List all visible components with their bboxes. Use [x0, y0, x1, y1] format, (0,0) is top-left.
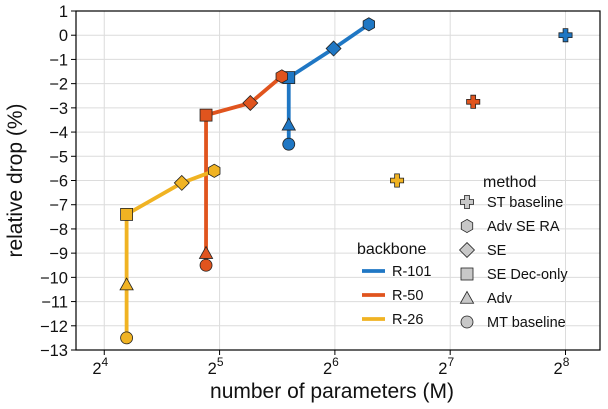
method-legend-title: method: [483, 174, 536, 191]
x-tick-exponent: 5: [217, 355, 224, 369]
backbone-legend: backbone R-101 R-50 R-26: [357, 241, 432, 328]
legend-marker-triangle: [459, 290, 475, 304]
x-tick-label: 28: [554, 355, 570, 378]
x-tick-base: 2: [438, 360, 447, 378]
legend-label: MT baseline: [487, 315, 566, 331]
y-axis-label: relative drop (%): [4, 103, 27, 257]
legend-label: SE: [487, 243, 507, 259]
legend-marker-diamond: [458, 241, 476, 259]
data-point-diamond: [173, 174, 190, 191]
y-tick-label: −2: [49, 76, 68, 94]
legend-label: Adv SE RA: [487, 219, 560, 235]
y-tick-label: −11: [41, 294, 68, 312]
x-tick-label: 24: [92, 355, 108, 378]
y-tick-label: −3: [49, 100, 68, 118]
x-tick-exponent: 7: [447, 355, 454, 369]
data-point-diamond: [242, 95, 259, 112]
data-point-plus: [558, 28, 573, 43]
y-tick-label: −7: [49, 197, 68, 215]
legend-marker-square: [460, 267, 474, 281]
series-r-26: [119, 163, 405, 345]
y-tick-label: −10: [40, 269, 68, 287]
data-point-hexagon: [362, 17, 375, 32]
series-r-50: [198, 69, 481, 272]
series-line: [124, 169, 215, 338]
x-tick-label: 26: [323, 355, 339, 378]
legend-marker-plus: [459, 194, 475, 210]
data-point-hexagon: [275, 69, 288, 84]
y-tick-label: 0: [59, 27, 68, 45]
y-tick-label: −1: [49, 51, 68, 69]
series-line: [286, 22, 370, 145]
x-axis-label: number of parameters (M): [210, 380, 454, 403]
legend-label: R-50: [392, 288, 423, 304]
method-legend: method ST baseline Adv SE RA SE SE Dec-only…: [458, 174, 568, 331]
y-tick-label: −13: [40, 342, 68, 360]
x-tick-exponent: 8: [563, 355, 570, 369]
data-point-square: [120, 207, 134, 221]
data-point-hexagon: [208, 163, 221, 178]
x-tick-exponent: 4: [102, 355, 109, 369]
x-tick-base: 2: [92, 360, 101, 378]
x-tick-label: 25: [208, 355, 224, 378]
data-point-circle: [282, 137, 296, 151]
y-tick-label: −9: [49, 245, 68, 263]
y-tick-label: −5: [49, 148, 68, 166]
legend-label: R-101: [392, 264, 432, 280]
legend-label: Adv: [487, 291, 513, 307]
data-point-circle: [199, 258, 213, 272]
data-point-triangle: [281, 117, 297, 131]
legend-label: R-26: [392, 312, 423, 328]
x-tick-base: 2: [554, 360, 563, 378]
series-r-101: [281, 17, 573, 151]
y-tick-label: 1: [59, 3, 68, 21]
legend-marker-hexagon: [460, 218, 474, 234]
data-point-triangle: [198, 245, 214, 259]
data-series: [119, 17, 573, 345]
data-point-diamond: [325, 40, 342, 57]
data-point-circle: [120, 331, 134, 345]
x-tick-base: 2: [323, 360, 332, 378]
legend-label: SE Dec-only: [487, 267, 568, 283]
grid-lines: [76, 10, 600, 351]
data-point-square: [199, 108, 213, 122]
data-point-plus: [466, 94, 481, 109]
data-point-triangle: [119, 277, 134, 291]
x-tick-label: 27: [438, 355, 454, 378]
backbone-legend-title: backbone: [357, 241, 426, 258]
legend-label: ST baseline: [487, 195, 563, 211]
y-tick-label: −6: [49, 173, 68, 191]
y-tick-label: −8: [49, 221, 68, 239]
legend-marker-circle: [460, 315, 474, 329]
y-tick-label: −12: [40, 318, 68, 336]
data-point-plus: [390, 173, 405, 188]
y-tick-label: −4: [49, 124, 68, 142]
plot-frame: [75, 10, 601, 351]
x-tick-exponent: 6: [332, 355, 339, 369]
x-tick-base: 2: [208, 360, 217, 378]
